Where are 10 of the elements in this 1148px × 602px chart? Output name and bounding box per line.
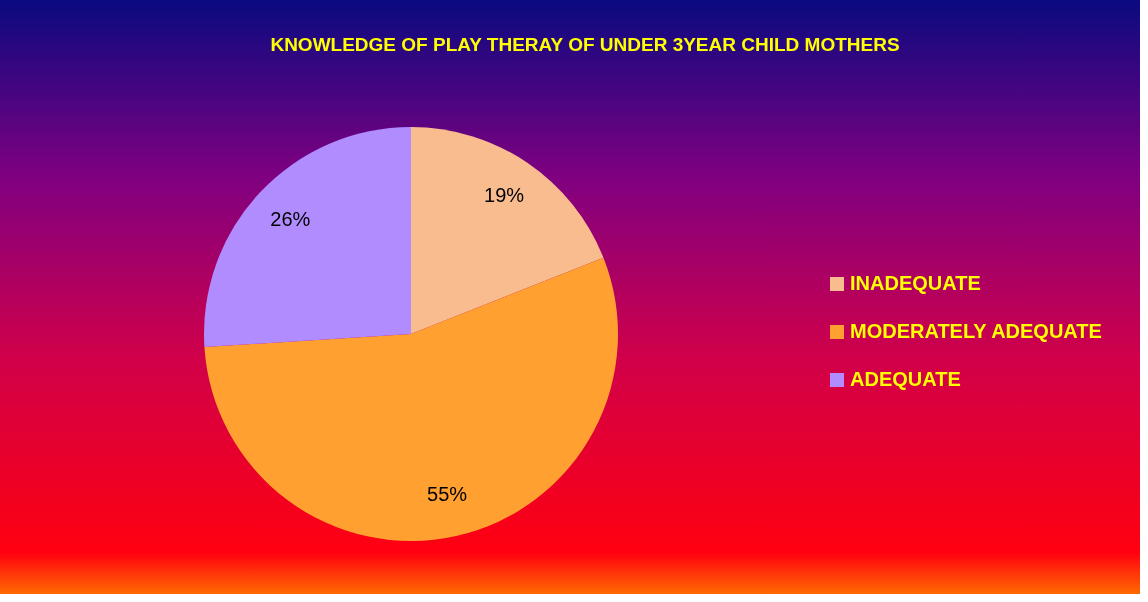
data-label: 26% [270,207,311,230]
data-label: 55% [427,482,468,505]
pie-slice [411,127,604,334]
legend-label: ADEQUATE [850,368,961,391]
legend-label: INADEQUATE [850,272,981,295]
legend-label: MODERATELY ADEQUATE [850,320,1102,343]
pie-slice [204,257,618,541]
data-label: 19% [484,184,525,207]
chart-title: KNOWLEDGE OF PLAY THERAY OF UNDER 3YEAR CHILD MOTHERS [270,34,900,56]
pie-slice [204,127,411,347]
